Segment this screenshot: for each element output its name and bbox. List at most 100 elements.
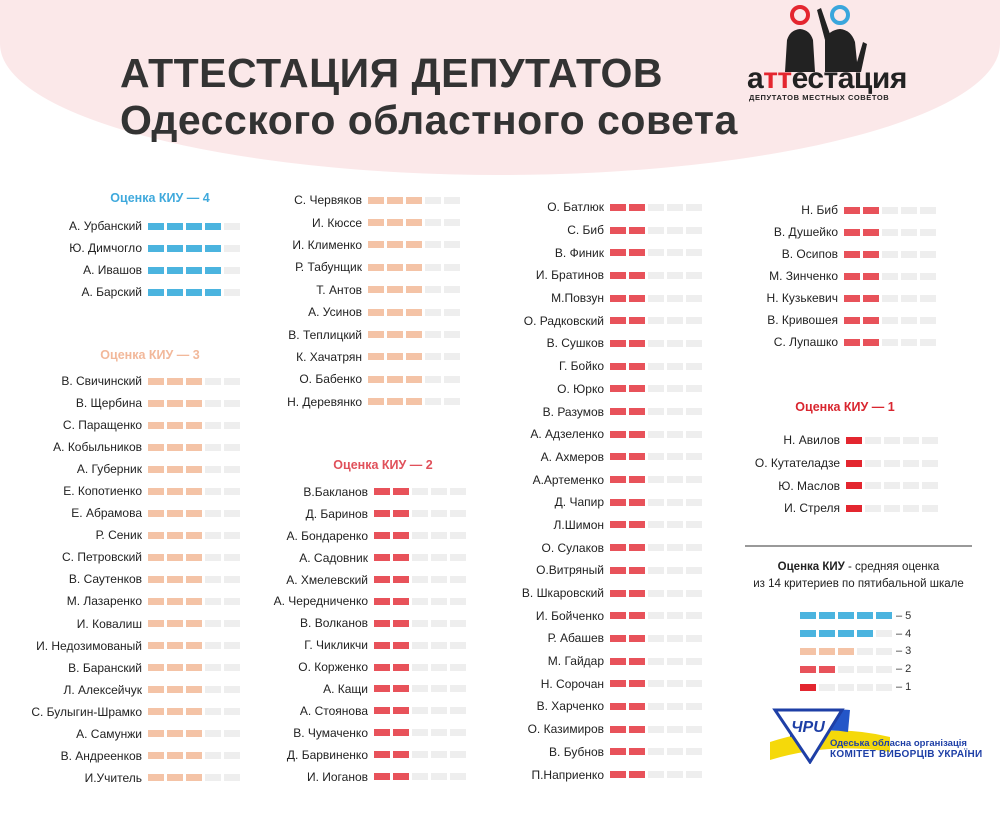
score-segment-filled [629,725,645,733]
score-segment-filled [186,222,202,230]
score-segment-empty [920,316,936,324]
legend-label: – 1 [896,681,912,694]
score-segment-filled [374,729,390,737]
score-segment-empty [450,532,466,540]
score-bar [846,459,938,467]
deputy-row: В. Сушков [490,332,702,355]
score-segment-filled [610,498,626,506]
score-segment-filled [167,575,183,583]
group-heading-1: Оценка КИУ — 1 [795,400,895,414]
score-segment-filled [800,647,816,655]
score-segment-empty [884,459,900,467]
deputy-name: В.Бакланов [303,484,368,499]
score-segment-filled [148,377,164,385]
score-segment-empty [667,339,683,347]
score-segment-filled [374,532,390,540]
score-bar [148,597,240,605]
deputy-row: В. Разумов [490,400,702,423]
score-segment-filled [846,504,862,512]
score-segment-empty [922,504,938,512]
score-segment-empty [920,338,936,346]
score-bar [610,657,702,665]
score-segment-filled [406,219,422,227]
score-bar [610,249,702,257]
score-bar [374,510,466,518]
score-bar [610,430,702,438]
deputy-row: В. Кривошея [730,309,936,331]
score-segment-filled [406,263,422,271]
score-segment-empty [648,453,664,461]
score-segment-filled [846,482,862,490]
deputy-row: И. Стреля [730,497,938,520]
score-segment-filled [610,702,626,710]
score-segment-filled [844,294,860,302]
deputy-row: И. Бойченко [490,604,702,627]
deputy-row: Г. Чикликчи [252,634,466,656]
score-segment-empty [667,498,683,506]
score-segment-empty [882,338,898,346]
score-segment-empty [205,377,221,385]
deputy-name: Н. Сорочан [540,676,604,691]
score-segment-filled [819,630,835,638]
deputy-name: М. Зинченко [769,269,838,283]
score-segment-empty [876,665,892,673]
score-segment-empty [224,443,240,451]
score-segment-filled [167,222,183,230]
deputy-name: А. Самунжи [76,726,142,741]
deputy-name: В. Андреенков [60,748,142,763]
score-segment-empty [444,353,460,361]
deputy-name: Ю. Димчогло [69,241,142,255]
score-segment-empty [224,708,240,716]
score-segment-filled [393,641,409,649]
score-bar [148,752,240,760]
score-segment-empty [648,589,664,597]
deputy-name: В. Шкаровский [521,586,604,601]
score-segment-filled [148,597,164,605]
score-segment-empty [686,521,702,529]
deputy-row: Р. Абашев [490,627,702,650]
score-segment-empty [686,226,702,234]
score-segment-empty [450,729,466,737]
score-segment-empty [901,228,917,236]
score-segment-filled [629,362,645,370]
group-score-1: Н. Авилов О. Кутателадзе Ю. Маслов И. Стрел… [730,429,938,520]
score-segment-empty [224,597,240,605]
score-segment-empty [425,286,441,294]
score-segment-filled [387,308,403,316]
score-segment-filled [610,385,626,393]
score-bar [374,554,466,562]
score-bar [610,203,702,211]
deputy-row: А. Стоянова [252,700,466,722]
deputy-row: В. Теплицкий [252,323,460,345]
score-bar [368,398,460,406]
group-heading-4: Оценка КИУ — 4 [110,191,210,205]
score-segment-empty [205,575,221,583]
deputy-name: А. Кобыльников [53,440,142,455]
score-segment-empty [425,219,441,227]
score-segment-empty [431,532,447,540]
deputy-name: И. Иоганов [306,769,368,784]
score-bar [368,219,460,227]
score-segment-empty [224,686,240,694]
score-segment-empty [686,362,702,370]
score-segment-empty [431,685,447,693]
score-segment-empty [667,408,683,416]
deputy-name: В. Кривошея [767,313,838,327]
score-segment-filled [629,203,645,211]
deputy-name: С. Лупашко [773,335,838,349]
score-segment-empty [857,683,873,691]
score-segment-filled [863,250,879,258]
score-bar [374,641,466,649]
score-segment-filled [186,288,202,296]
score-segment-empty [901,250,917,258]
group-score-3-a: В. Свичинский В. Щербина С. Паращенко А. Ко… [0,370,240,789]
score-bar [610,385,702,393]
score-segment-filled [148,266,164,274]
score-segment-filled [610,657,626,665]
deputy-row: В. Харченко [490,695,702,718]
score-segment-filled [186,686,202,694]
score-bar [368,331,460,339]
score-segment-empty [450,751,466,759]
deputy-row: Т. Антов [252,279,460,301]
deputy-name: А. Бондаренко [286,528,368,543]
